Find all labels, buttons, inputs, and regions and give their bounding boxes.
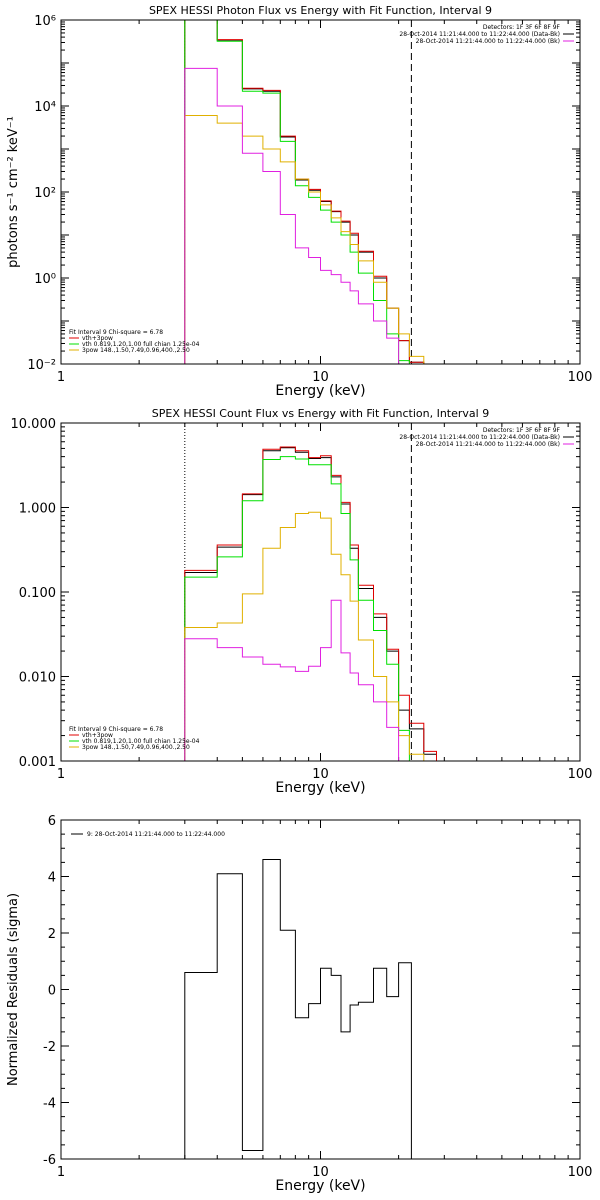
y-tick-label: 0.001 <box>19 755 56 770</box>
legend-bottom: Fit Interval 9 Chi-square = 6.78vth+3pow… <box>69 726 200 751</box>
x-tick-label: 1 <box>57 370 65 385</box>
plot-frame <box>60 422 581 762</box>
series-bk <box>184 67 400 364</box>
series-vth <box>184 20 410 364</box>
y-tick-label: -2 <box>43 1040 56 1055</box>
legend-bottom: Fit Interval 9 Chi-square = 6.78vth+3pow… <box>69 329 200 354</box>
plot-frame <box>60 819 581 1160</box>
y-axis: -6 -4 -2 0 2 4 6 <box>43 814 580 1168</box>
series-group <box>184 446 437 761</box>
y-tick-label: 10⁰ <box>34 272 56 287</box>
legend-entry: 28-Oct-2014 11:21:44.000 to 11:22:44.000… <box>416 441 560 448</box>
x-axis: 1 10 100 <box>57 820 593 1180</box>
legend-entry: Detectors: 1F 3F 6F 8F 9F <box>483 427 561 434</box>
legend-top: 9: 28-Oct-2014 11:21:44.000 to 11:22:44.… <box>71 831 225 838</box>
y-tick-label: 10² <box>34 186 56 201</box>
x-tick-label: 100 <box>568 370 593 385</box>
legend-entry: Detectors: 1F 3F 6F 8F 9F <box>483 24 561 31</box>
y-axis: 0.001 0.010 0.100 1.000 10.000 <box>11 417 580 770</box>
x-axis-label: Energy (keV) <box>275 780 365 796</box>
y-tick-label: 0 <box>48 984 56 999</box>
legend-entry: vth+3pow <box>82 335 113 342</box>
series-3pow <box>184 115 437 364</box>
legend-entry: 9: 28-Oct-2014 11:21:44.000 to 11:22:44.… <box>87 831 225 838</box>
series-data-bk <box>184 447 437 761</box>
x-tick-label: 1 <box>57 767 65 782</box>
legend-entry: 28-Oct-2014 11:21:44.000 to 11:22:44.000… <box>416 38 560 45</box>
series-group <box>184 20 437 364</box>
plot-frame <box>60 19 581 365</box>
legend-entry: 28-Oct-2014 11:21:44.000 to 11:22:44.000… <box>399 31 560 38</box>
residuals-plot: 1 10 100 Energy (keV) -6 -4 -2 0 2 4 6 Normalized R… <box>6 814 592 1194</box>
legend-entry: 28-Oct-2014 11:21:44.000 to 11:22:44.000… <box>399 434 560 441</box>
legend-entry: 3pow 148.,1.50,7.49,0.96,400.,2.50 <box>82 744 190 751</box>
y-tick-label: 10⁻² <box>27 358 56 373</box>
photon-flux-plot: SPEX HESSI Photon Flux vs Energy with Fi… <box>6 4 592 399</box>
y-tick-label: 10⁶ <box>34 14 56 29</box>
y-tick-label: 10⁴ <box>34 100 56 115</box>
y-tick-label: 0.010 <box>19 671 56 686</box>
series-3pow <box>184 511 425 761</box>
legend-entry: 3pow 148.,1.50,7.49,0.96,400.,2.50 <box>82 347 190 354</box>
x-axis-label: Energy (keV) <box>275 383 365 399</box>
legend-entry: vth+3pow <box>82 732 113 739</box>
y-tick-label: -6 <box>43 1153 56 1168</box>
x-tick-label: 100 <box>568 1165 593 1180</box>
count-flux-plot: SPEX HESSI Count Flux vs Energy with Fit… <box>11 407 593 796</box>
y-axis: 10⁻² 10⁰ 10² 10⁴ 10⁶ <box>27 14 580 373</box>
series-group <box>184 859 412 1159</box>
x-axis: 1 10 100 <box>57 20 593 385</box>
y-tick-label: 0.100 <box>19 586 56 601</box>
x-tick-label: 10 <box>312 767 329 782</box>
y-tick-label: 1.000 <box>19 502 56 517</box>
x-tick-label: 10 <box>312 370 329 385</box>
series-bk <box>184 599 400 761</box>
series-residuals <box>184 859 412 1159</box>
x-tick-label: 1 <box>57 1165 65 1180</box>
y-tick-label: 10.000 <box>11 417 57 432</box>
y-tick-label: 4 <box>48 871 56 886</box>
legend-entry: Fit Interval 9 Chi-square = 6.78 <box>69 726 163 733</box>
x-tick-label: 100 <box>568 767 593 782</box>
y-axis-label: photons s⁻¹ cm⁻² keV⁻¹ <box>6 116 21 268</box>
x-tick-label: 10 <box>312 1165 329 1180</box>
legend-entry: Fit Interval 9 Chi-square = 6.78 <box>69 329 163 336</box>
y-tick-label: 2 <box>48 927 56 942</box>
legend-entry: vth 0.819,1.20,1.00 full chian 1.25e-04 <box>82 738 200 745</box>
plot-title: SPEX HESSI Count Flux vs Energy with Fit… <box>152 407 489 420</box>
y-tick-label: 6 <box>48 814 56 829</box>
y-tick-label: -4 <box>43 1097 56 1112</box>
legend-entry: vth 0.819,1.20,1.00 full chian 1.25e-04 <box>82 341 200 348</box>
x-axis-label: Energy (keV) <box>275 1178 365 1194</box>
plot-title: SPEX HESSI Photon Flux vs Energy with Fi… <box>149 4 492 17</box>
series-vth-3pow <box>184 446 437 761</box>
series-vth <box>184 456 410 761</box>
y-axis-label: Normalized Residuals (sigma) <box>6 893 21 1086</box>
